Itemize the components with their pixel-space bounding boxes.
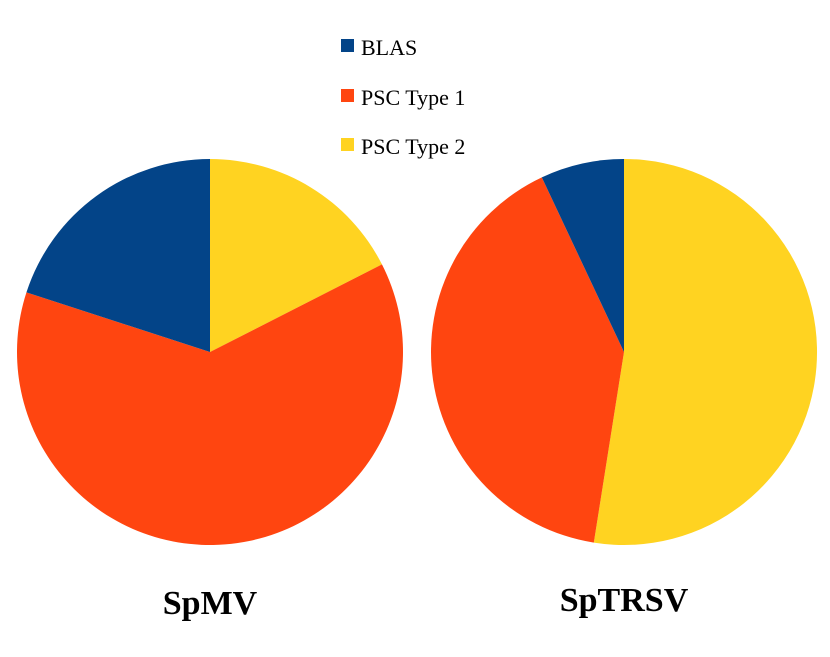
pie-slice-spmv-blas [26, 159, 211, 352]
pie-title-spmv: SpMV [163, 585, 258, 622]
pie-slice-sptrsv-blas [541, 159, 624, 352]
pie-title-sptrsv: SpTRSV [560, 582, 689, 619]
pie-slice-sptrsv-psc-type-2 [593, 159, 818, 546]
legend-label-psc-type-1: PSC Type 1 [361, 85, 465, 110]
pie-sptrsv [431, 159, 818, 546]
pie-spmv [17, 159, 404, 546]
legend-label-blas: BLAS [361, 35, 417, 60]
legend-label-psc-type-2: PSC Type 2 [361, 134, 465, 159]
pie-slice-sptrsv-psc-type-1 [431, 177, 624, 543]
legend-swatch-psc-type-1 [341, 89, 354, 102]
legend-swatch-blas [341, 39, 354, 52]
legend-swatch-psc-type-2 [341, 138, 354, 151]
pie-slice-spmv-psc-type-1 [17, 264, 404, 546]
legend: BLAS PSC Type 1 PSC Type 2 [341, 35, 465, 159]
pie-slice-spmv-psc-type-2 [210, 159, 382, 352]
